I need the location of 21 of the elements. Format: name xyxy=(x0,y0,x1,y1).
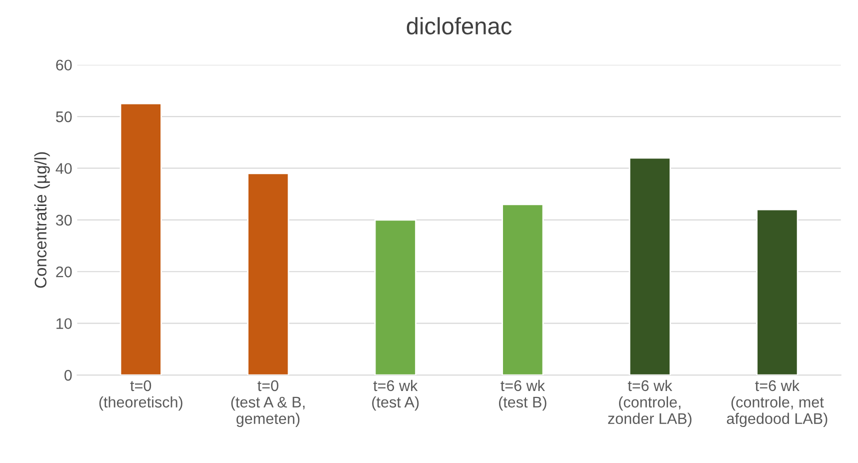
y-tick-label: 30 xyxy=(56,214,72,226)
y-axis-title: Concentratie (µg/l) xyxy=(34,152,50,288)
x-tick-label: t=6 wk (test B) xyxy=(498,380,546,411)
x-tick-label: t=0 (theoretisch) xyxy=(99,380,182,411)
y-tick-label: 40 xyxy=(56,163,72,174)
bar xyxy=(120,102,162,376)
bar xyxy=(247,172,290,376)
x-tick-label: t=6 wk (controle, zonder LAB) xyxy=(608,380,692,428)
y-tick-label: 60 xyxy=(56,60,72,71)
y-tick-label: 50 xyxy=(56,111,72,122)
y-tick-label: 20 xyxy=(56,266,72,278)
x-tick-label: t=0 (test A & B, gemeten) xyxy=(231,380,305,428)
bar xyxy=(628,157,671,376)
y-tick-label: 0 xyxy=(64,370,72,381)
bar xyxy=(374,219,416,376)
bar xyxy=(502,204,544,376)
x-tick-label: t=6 wk (controle, met afgedood LAB) xyxy=(726,380,828,428)
x-tick-label: t=6 wk (test A) xyxy=(372,380,419,411)
chart-title: diclofenac xyxy=(406,17,512,34)
bar xyxy=(756,208,798,376)
y-tick-label: 10 xyxy=(56,318,72,330)
